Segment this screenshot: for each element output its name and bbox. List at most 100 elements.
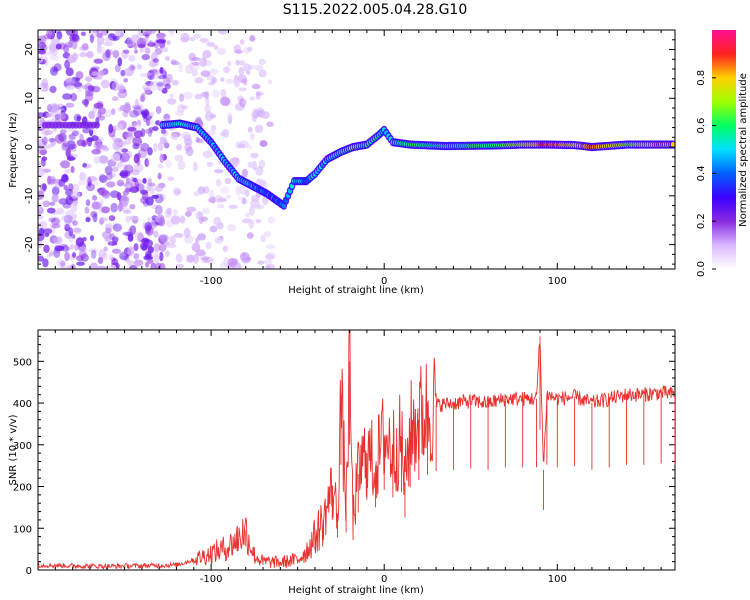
noise-speck — [108, 264, 117, 269]
noise-speck — [247, 46, 253, 52]
noise-speck — [79, 171, 86, 181]
noise-speck — [159, 193, 166, 202]
noise-speck — [89, 34, 94, 44]
noise-speck — [215, 179, 222, 187]
noise-speck — [129, 110, 139, 118]
noise-speck — [186, 206, 197, 213]
noise-speck — [39, 183, 47, 193]
noise-speck — [111, 248, 121, 254]
noise-speck — [234, 49, 243, 54]
noise-speck — [98, 155, 109, 164]
noise-speck — [209, 225, 218, 233]
noise-speck — [167, 244, 177, 248]
noise-speck — [115, 123, 124, 131]
noise-speck — [197, 233, 207, 241]
noise-speck — [103, 41, 114, 47]
noise-speck — [169, 30, 175, 38]
noise-speck — [170, 133, 178, 141]
noise-speck — [246, 144, 253, 150]
noise-speck — [52, 67, 58, 73]
noise-speck — [62, 93, 73, 100]
noise-speck — [112, 50, 120, 59]
noise-speck — [157, 163, 164, 169]
noise-speck — [54, 133, 65, 144]
noise-speck — [65, 67, 74, 77]
noise-speck — [79, 133, 84, 143]
noise-speck — [257, 204, 265, 209]
noise-speck — [73, 220, 79, 226]
noise-speck — [68, 227, 74, 237]
noise-speck — [118, 251, 128, 257]
noise-speck — [135, 183, 145, 192]
noise-speck — [185, 211, 192, 217]
noise-speck — [91, 148, 101, 155]
snr-ticks: -100 0 100 0 100 200 300 400 500 — [13, 330, 675, 585]
noise-speck — [84, 76, 91, 81]
noise-speck — [38, 255, 45, 262]
noise-speck — [51, 193, 59, 203]
noise-speck — [177, 160, 186, 170]
noise-speck — [80, 253, 89, 262]
noise-speck — [121, 148, 128, 153]
noise-speck — [257, 260, 265, 265]
noise-speck — [72, 213, 77, 220]
noise-speck — [195, 211, 203, 220]
noise-speck — [96, 35, 105, 45]
noise-speck — [38, 41, 47, 50]
noise-speck — [117, 57, 123, 67]
noise-speck — [159, 136, 167, 144]
y-tick-label: 10 — [24, 92, 35, 105]
noise-speck — [72, 183, 80, 193]
noise-speck — [255, 219, 262, 224]
noise-speck — [132, 177, 138, 183]
noise-speck — [42, 258, 49, 268]
colorbar: 0.0 0.2 0.4 0.6 0.8 Normalized spectral ampl… — [696, 30, 749, 277]
noise-speck — [183, 91, 193, 100]
noise-speck — [209, 68, 219, 75]
noise-speck — [202, 207, 210, 215]
noise-speck — [38, 37, 44, 43]
noise-speck — [88, 110, 96, 120]
noise-speck — [89, 235, 95, 242]
noise-speck — [129, 264, 138, 269]
noise-speck — [157, 82, 164, 92]
noise-speck — [167, 30, 176, 34]
noise-speck — [239, 252, 250, 262]
noise-speck — [232, 262, 242, 269]
noise-speck — [117, 182, 128, 187]
noise-speck — [104, 165, 113, 175]
noise-speck — [233, 79, 241, 88]
noise-speck — [58, 178, 66, 187]
noise-speck — [92, 213, 98, 223]
noise-speck — [167, 98, 177, 105]
noise-speck — [101, 190, 111, 199]
noise-speck — [72, 227, 82, 233]
noise-speck — [153, 230, 159, 238]
noise-speck — [238, 185, 247, 195]
noise-speck — [205, 241, 212, 250]
noise-speck — [144, 47, 151, 55]
noise-speck — [134, 231, 144, 241]
noise-speck — [193, 191, 200, 197]
noise-speck — [67, 54, 75, 64]
noise-speck — [141, 54, 150, 61]
noise-speck — [111, 108, 116, 116]
noise-speck — [238, 87, 247, 92]
noise-speck — [79, 51, 88, 58]
noise-speck — [206, 42, 215, 47]
noise-speck — [144, 89, 153, 95]
noise-speck — [97, 257, 104, 264]
noise-speck — [251, 160, 257, 171]
noise-speck — [44, 232, 50, 237]
noise-speck — [133, 130, 143, 138]
noise-speck — [41, 183, 47, 191]
noise-speck — [259, 179, 266, 187]
noise-speck — [149, 126, 154, 134]
noise-speck — [123, 164, 128, 172]
noise-speck — [133, 163, 144, 173]
noise-speck — [132, 104, 142, 110]
noise-speck — [263, 259, 273, 265]
noise-speck — [60, 245, 70, 252]
noise-speck — [114, 64, 121, 73]
noise-speck — [158, 243, 167, 252]
